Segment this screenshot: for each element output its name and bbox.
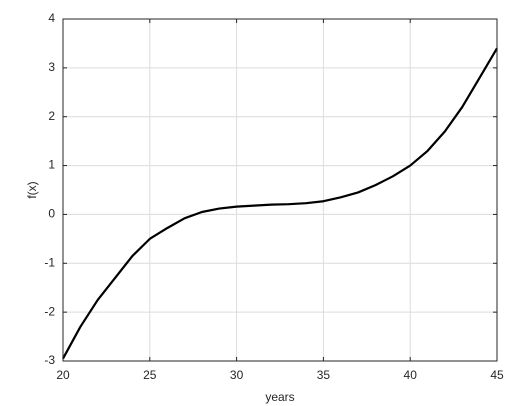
y-tick-label: 2 — [48, 109, 55, 123]
y-tick-label: -3 — [44, 353, 55, 367]
y-tick-label: 1 — [48, 158, 55, 172]
y-tick-label: 3 — [48, 60, 55, 74]
y-axis-label: f(x) — [25, 181, 39, 198]
x-tick-label: 45 — [490, 368, 504, 382]
y-tick-label: 0 — [48, 207, 55, 221]
y-tick-label: -2 — [44, 304, 55, 318]
plot-area — [62, 47, 498, 360]
axes-box — [62, 18, 498, 362]
y-tick-label: 4 — [48, 11, 55, 25]
x-tick-label: 35 — [317, 368, 331, 382]
y-tick-label: -1 — [44, 255, 55, 269]
x-tick-label: 40 — [404, 368, 418, 382]
x-axis-label: years — [265, 390, 294, 404]
data-line — [62, 47, 498, 360]
x-tick-label: 20 — [56, 368, 70, 382]
x-tick-label: 30 — [230, 368, 244, 382]
x-tick-label: 25 — [143, 368, 157, 382]
